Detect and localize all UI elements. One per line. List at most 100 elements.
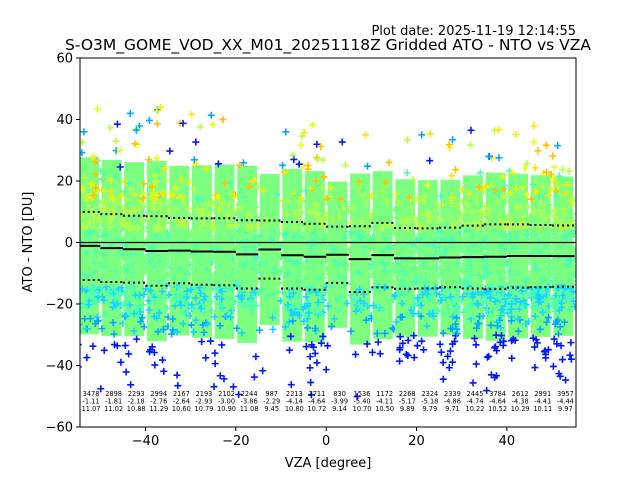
data-point [309,276,317,284]
y-tick-label: −60 [46,421,73,436]
data-point [459,262,467,270]
data-point [259,367,267,375]
data-point [483,224,491,232]
data-point [511,211,519,219]
bin-stats: 3478-1.1111.072898-1.8111.022293-2.1810.… [82,390,574,413]
data-point [437,297,445,305]
data-point [293,192,301,200]
data-point [556,191,564,199]
data-point [307,391,315,399]
data-point [518,234,526,242]
data-point [570,268,576,276]
data-point [150,189,158,197]
data-point [352,307,360,315]
data-point [97,207,105,215]
data-point [98,259,106,267]
data-point [554,181,562,189]
data-point [381,329,389,337]
bin-std-label: 10.52 [488,405,507,413]
data-point [80,330,83,332]
bin-count-label: 2102 [218,390,235,398]
data-point [190,328,198,336]
data-point [156,277,164,285]
data-point [155,264,163,272]
data-point [277,243,285,251]
data-point [161,165,169,173]
data-point [165,291,173,299]
data-point [218,226,226,234]
data-point [188,110,196,118]
data-point [106,223,114,231]
data-point [526,291,534,299]
data-point [331,273,339,281]
x-axis: −40 −20 0 20 40 [132,427,515,449]
data-point [475,320,483,328]
data-point [322,366,330,374]
data-point [145,306,153,314]
data-point [435,244,443,252]
data-point [561,246,569,254]
data-point [369,302,377,310]
data-point [410,295,418,303]
data-point [260,208,268,216]
data-point [158,287,166,295]
data-point [423,290,431,298]
data-point [553,192,561,200]
data-point [396,333,404,341]
data-point [556,306,564,314]
bin-std-label: 11.02 [104,405,123,413]
data-point [526,226,534,234]
data-point [405,209,413,217]
data-point [539,263,547,271]
data-point [373,279,381,287]
data-point [122,368,130,376]
data-point [460,257,468,265]
data-point [233,209,241,217]
data-point [368,192,376,200]
data-point [303,203,311,211]
bin-count-label: 2339 [444,390,461,398]
data-point [466,229,474,237]
data-point [473,324,481,332]
data-point [417,286,425,294]
data-point [421,192,429,200]
data-point [194,195,202,203]
data-point [493,322,501,330]
data-point [449,313,457,321]
data-point [136,308,144,316]
data-point [419,210,427,218]
data-point [294,246,302,254]
data-point [99,251,107,259]
data-point [160,367,168,375]
data-point [107,254,115,262]
data-point [198,208,206,216]
data-point [248,237,256,245]
data-point [540,348,548,356]
data-point [89,342,97,350]
data-point [314,298,322,306]
data-point [404,281,412,289]
data-point [483,387,491,395]
data-point [560,232,568,240]
data-point [146,228,154,236]
data-point [214,207,222,215]
data-point [349,273,357,281]
data-point [150,348,158,356]
data-point [316,290,324,298]
data-point [451,270,459,278]
data-point [157,199,165,207]
data-point [468,208,476,216]
data-point [541,296,549,304]
data-point [508,337,516,345]
data-point [447,199,455,207]
data-point [448,297,456,305]
data-point [312,210,320,218]
data-point [286,224,294,232]
data-point [82,287,90,295]
data-point [490,219,498,227]
bin-count-label: 2898 [105,390,122,398]
data-point [189,232,197,240]
data-point [464,279,472,287]
data-point [413,277,421,285]
data-point [364,251,372,259]
